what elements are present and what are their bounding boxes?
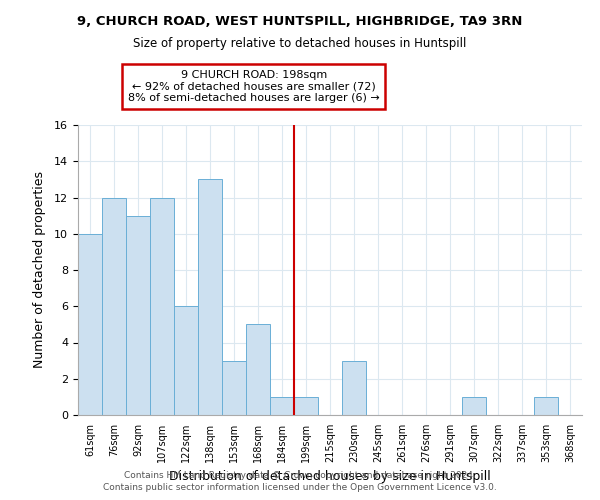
- Bar: [462, 397, 486, 415]
- Bar: [150, 198, 174, 415]
- Bar: [270, 397, 294, 415]
- X-axis label: Distribution of detached houses by size in Huntspill: Distribution of detached houses by size …: [169, 470, 491, 484]
- Y-axis label: Number of detached properties: Number of detached properties: [33, 172, 46, 368]
- Bar: [78, 234, 102, 415]
- Bar: [102, 198, 126, 415]
- Text: Contains HM Land Registry data © Crown copyright and database right 2024.: Contains HM Land Registry data © Crown c…: [124, 471, 476, 480]
- Bar: [534, 397, 558, 415]
- Bar: [222, 360, 246, 415]
- Bar: [126, 216, 150, 415]
- Text: Size of property relative to detached houses in Huntspill: Size of property relative to detached ho…: [133, 38, 467, 51]
- Text: 9 CHURCH ROAD: 198sqm
← 92% of detached houses are smaller (72)
8% of semi-detac: 9 CHURCH ROAD: 198sqm ← 92% of detached …: [128, 70, 380, 103]
- Bar: [246, 324, 270, 415]
- Bar: [198, 180, 222, 415]
- Bar: [174, 306, 198, 415]
- Bar: [294, 397, 318, 415]
- Text: 9, CHURCH ROAD, WEST HUNTSPILL, HIGHBRIDGE, TA9 3RN: 9, CHURCH ROAD, WEST HUNTSPILL, HIGHBRID…: [77, 15, 523, 28]
- Text: Contains public sector information licensed under the Open Government Licence v3: Contains public sector information licen…: [103, 484, 497, 492]
- Bar: [342, 360, 366, 415]
